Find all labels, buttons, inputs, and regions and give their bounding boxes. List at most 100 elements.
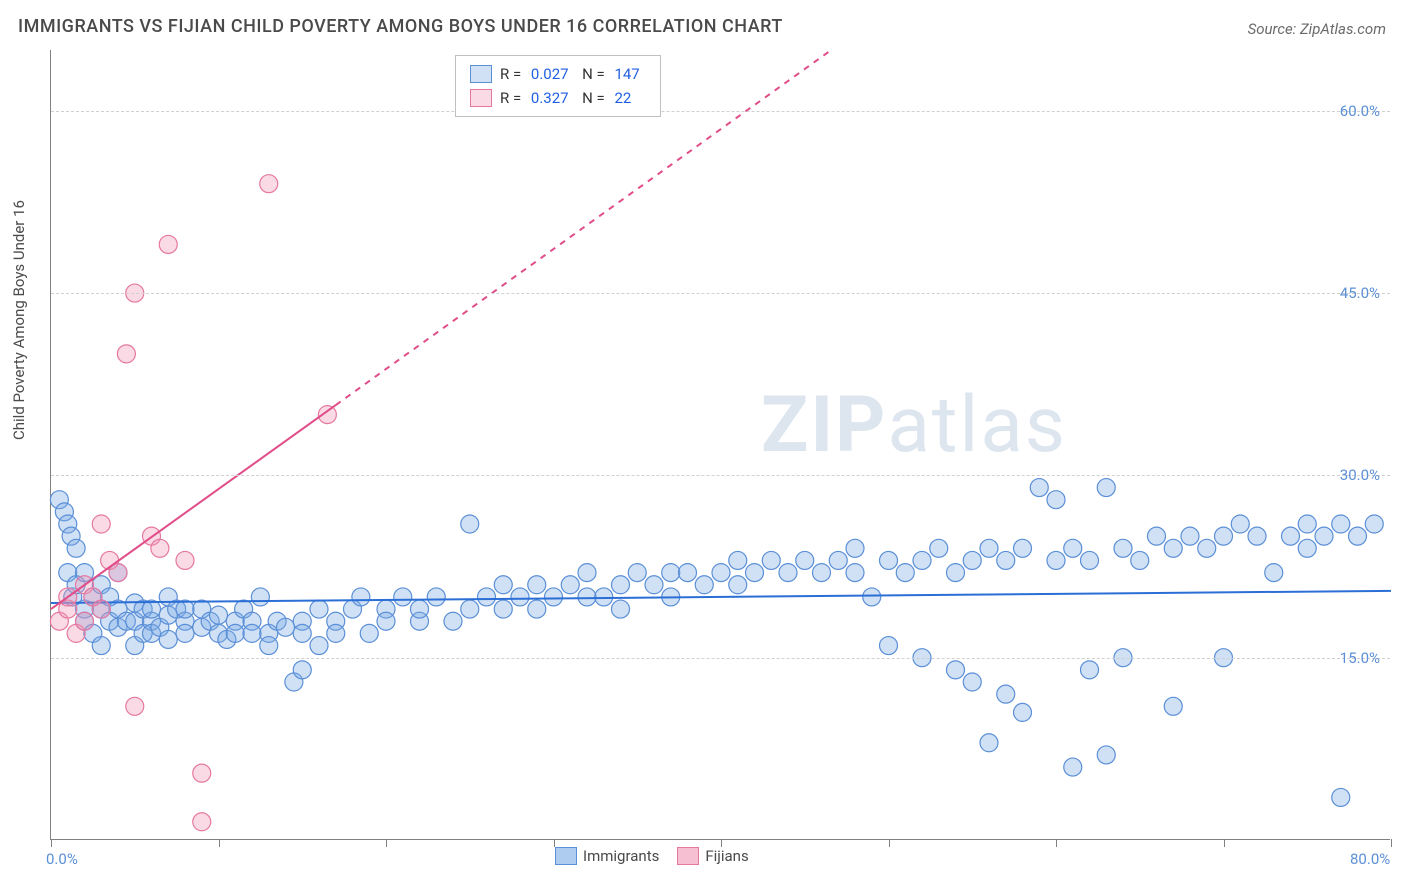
bottom-legend: Immigrants Fijians [555,847,749,865]
data-point [444,612,462,630]
data-point [1298,515,1316,533]
data-point [151,539,169,557]
data-point [126,697,144,715]
data-point [645,576,663,594]
data-point [997,551,1015,569]
data-point [947,661,965,679]
data-point [277,618,295,636]
data-point [411,600,429,618]
stats-legend: R = 0.027 N = 147 R = 0.327 N = 22 [455,55,661,117]
data-point [394,588,412,606]
data-point [226,624,244,642]
data-point [293,661,311,679]
legend-swatch [470,89,492,107]
plot-area: ZIPatlas 15.0%30.0%45.0%60.0% [50,50,1390,840]
data-point [746,564,764,582]
data-point [352,588,370,606]
x-tick-label: 0.0% [46,850,78,868]
x-tick-label: 80.0% [1350,850,1390,868]
data-point [1081,551,1099,569]
data-point [595,588,613,606]
data-point [494,600,512,618]
data-point [76,612,94,630]
data-point [310,637,328,655]
data-point [947,564,965,582]
data-point [578,588,596,606]
data-point [494,576,512,594]
data-point [796,551,814,569]
plot-svg [51,50,1390,839]
data-point [1047,491,1065,509]
data-point [1282,527,1300,545]
data-point [628,564,646,582]
x-tick [219,839,220,847]
x-tick [721,839,722,847]
y-axis-label: Child Poverty Among Boys Under 16 [10,200,28,440]
data-point [1231,515,1249,533]
data-point [1349,527,1367,545]
data-point [863,588,881,606]
data-point [1047,551,1065,569]
data-point [846,564,864,582]
data-point [92,515,110,533]
data-point [712,564,730,582]
legend-text: R = 0.027 N = 147 [500,65,646,83]
data-point [963,551,981,569]
data-point [980,734,998,752]
data-point [360,624,378,642]
data-point [176,551,194,569]
chart-container: IMMIGRANTS VS FIJIAN CHILD POVERTY AMONG… [0,0,1406,892]
data-point [779,564,797,582]
data-point [461,600,479,618]
y-tick-label: 60.0% [1340,102,1380,120]
data-point [528,600,546,618]
legend-text: R = 0.327 N = 22 [500,89,637,107]
data-point [1315,527,1333,545]
chart-title: IMMIGRANTS VS FIJIAN CHILD POVERTY AMONG… [18,16,783,37]
data-point [1097,746,1115,764]
data-point [679,564,697,582]
bottom-legend-item: Immigrants [555,847,659,865]
data-point [243,624,261,642]
x-tick [554,839,555,847]
data-point [729,576,747,594]
y-tick-label: 45.0% [1340,284,1380,302]
legend-swatch [555,847,577,865]
x-tick [1224,839,1225,847]
data-point [67,539,85,557]
data-point [1164,697,1182,715]
data-point [92,637,110,655]
data-point [1014,703,1032,721]
legend-swatch [470,65,492,83]
x-tick [1056,839,1057,847]
data-point [846,539,864,557]
stats-legend-row: R = 0.327 N = 22 [470,86,646,110]
data-point [880,551,898,569]
legend-swatch [677,847,699,865]
x-tick [889,839,890,847]
data-point [193,813,211,831]
data-point [561,576,579,594]
data-point [260,637,278,655]
data-point [159,630,177,648]
data-point [612,600,630,618]
data-point [1064,758,1082,776]
data-point [159,235,177,253]
data-point [528,576,546,594]
data-point [762,551,780,569]
data-point [251,588,269,606]
legend-label: Fijians [705,847,748,865]
data-point [193,764,211,782]
source-label: Source: ZipAtlas.com [1248,20,1386,38]
data-point [1148,527,1166,545]
data-point [92,600,110,618]
data-point [545,588,563,606]
data-point [1332,788,1350,806]
data-point [1064,539,1082,557]
data-point [913,551,931,569]
stats-legend-row: R = 0.027 N = 147 [470,62,646,86]
y-tick-label: 15.0% [1340,649,1380,667]
data-point [1248,527,1266,545]
data-point [176,624,194,642]
data-point [1097,479,1115,497]
